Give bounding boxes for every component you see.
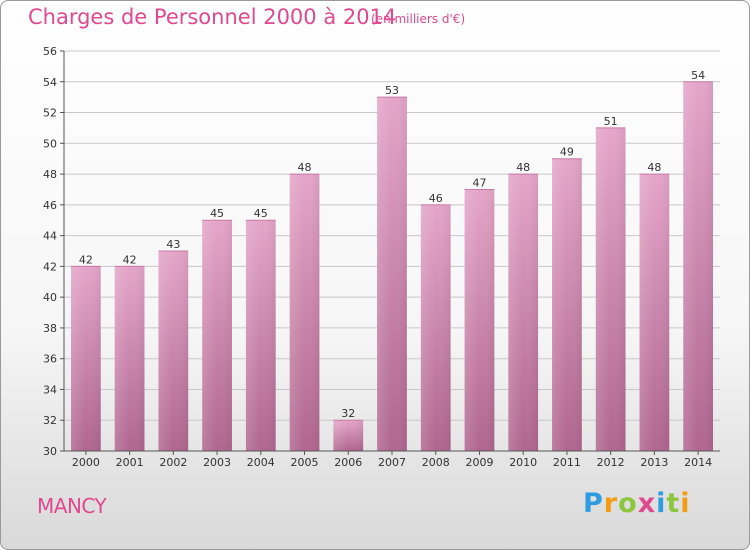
y-tick-label: 56 [43,45,57,58]
y-tick-label: 50 [43,137,57,150]
data-label: 49 [560,146,574,159]
bar-highlight [202,220,232,451]
bar-highlight [377,97,407,452]
chart-subtitle: (en milliers d'€) [371,12,466,26]
data-label: 42 [123,253,137,266]
y-tick-label: 42 [43,260,57,273]
logo-letter: x [637,488,657,519]
bar-highlight [508,174,539,452]
chart-title: Charges de Personnel 2000 à 2014 [28,5,397,29]
x-tick-label: 2004 [247,456,275,469]
bar-highlight [333,420,364,451]
bars [70,81,714,452]
bar-highlight [552,158,582,451]
axes [60,50,720,455]
x-tick-label: 2009 [465,456,493,469]
y-tick-label: 48 [43,168,57,181]
data-label: 32 [341,407,355,420]
y-tick-label: 52 [43,107,57,120]
y-tick-label: 36 [43,353,57,366]
data-label: 43 [166,238,180,251]
x-tick-label: 2011 [553,456,581,469]
bar-highlight [420,204,451,451]
data-label: 48 [516,161,530,174]
bar-highlight [595,127,626,451]
x-tick-label: 2006 [334,456,362,469]
y-tick-label: 38 [43,322,57,335]
y-tick-label: 54 [43,76,57,89]
y-tick-label: 44 [43,230,57,243]
x-tick-label: 2014 [684,456,712,469]
data-label: 51 [604,115,618,128]
data-label: 45 [210,207,224,220]
x-tick-label: 2007 [378,456,406,469]
city-name: MANCY [37,494,107,518]
x-tick-labels: 2000 2001 2002 2003 2004 2005 2006 2007 2008 2009… [72,456,712,469]
x-tick-label: 2013 [640,456,668,469]
y-tick-label: 46 [43,199,57,212]
x-tick-label: 2000 [72,456,100,469]
logo-letter: r [603,488,619,519]
data-label: 42 [79,253,93,266]
x-tick-label: 2010 [509,456,537,469]
bar-highlight [158,251,189,451]
bar-highlight [639,174,670,452]
logo-letter: P [583,488,604,519]
bar-highlight [245,220,276,451]
x-tick-label: 2012 [597,456,625,469]
x-tick-label: 2005 [291,456,319,469]
y-tick-label: 32 [43,414,57,427]
x-tick-label: 2001 [116,456,144,469]
y-tick-label: 34 [43,383,57,396]
data-label: 46 [429,192,443,205]
data-label: 47 [472,176,486,189]
bar-highlight [70,266,101,451]
bar-highlight [683,81,714,452]
y-tick-label: 40 [43,291,57,304]
x-tick-label: 2002 [159,456,187,469]
logo-letter: i [680,488,691,519]
bar-highlight [289,174,320,452]
data-label: 48 [298,161,312,174]
x-tick-label: 2008 [422,456,450,469]
x-tick-label: 2003 [203,456,231,469]
data-label: 45 [254,207,268,220]
logo-letter: i [656,488,667,519]
data-labels: 42 42 43 45 45 48 32 53 46 47 48 49 51 48 54 [79,69,705,420]
y-tick-labels: 30 32 34 36 38 40 42 44 46 48 50 52 54 56 [43,45,57,458]
bar-highlight [464,189,495,451]
data-label: 54 [691,69,705,82]
logo-letter: t [666,488,681,519]
y-tick-label: 30 [43,445,57,458]
data-label: 53 [385,84,399,97]
bar-highlight [114,266,145,451]
proxiti-logo[interactable]: Proxiti [583,488,691,519]
logo-letter: o [618,488,638,519]
data-label: 48 [647,161,661,174]
